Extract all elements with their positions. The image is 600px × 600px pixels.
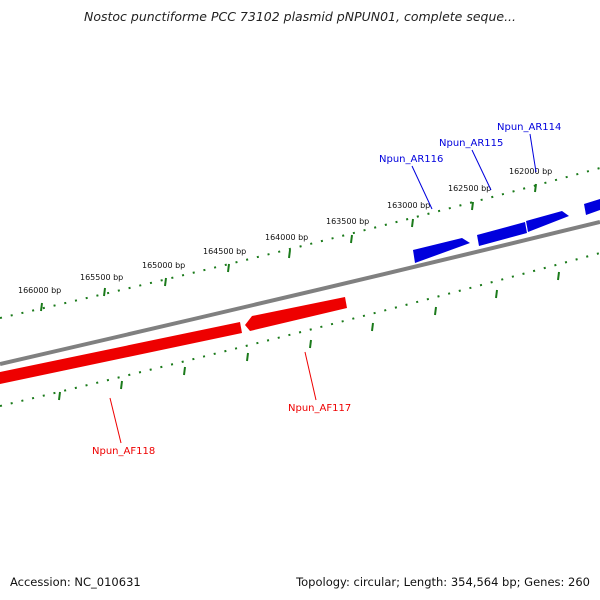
- gene-label-npun-ar116[interactable]: Npun_AR116: [379, 154, 443, 165]
- outer-scale-ring: [0, 167, 600, 319]
- gene-label-npun-af117[interactable]: Npun_AF117: [288, 403, 351, 414]
- accession-text: Accession: NC_010631: [10, 575, 141, 589]
- inner-scale-ring: [0, 252, 600, 407]
- gene-arrow-forward[interactable]: [413, 238, 470, 263]
- tick-label: 163000 bp: [387, 201, 430, 210]
- gene-arrow-forward[interactable]: [584, 199, 600, 215]
- outer-major-ticks: [40, 183, 537, 312]
- reverse-label-leaders: [109, 351, 317, 444]
- gene-label-npun-af118[interactable]: Npun_AF118: [92, 446, 155, 457]
- tick-label: 165500 bp: [80, 273, 123, 282]
- gene-arrow-reverse[interactable]: [0, 322, 242, 384]
- map-title: Nostoc punctiforme PCC 73102 plasmid pNP…: [83, 9, 516, 24]
- tick-label: 164500 bp: [203, 247, 246, 256]
- tick-labels: 166000 bp 165500 bp 165000 bp 164500 bp …: [18, 167, 552, 295]
- gene-arrow-forward[interactable]: [477, 222, 527, 246]
- tick-label: 164000 bp: [265, 233, 308, 242]
- gene-arrow-reverse[interactable]: [245, 297, 347, 331]
- backbone-arc: [0, 220, 600, 366]
- topology-stats-text: Topology: circular; Length: 354,564 bp; …: [296, 575, 590, 589]
- tick-label: 162000 bp: [509, 167, 552, 176]
- gene-label-npun-ar115[interactable]: Npun_AR115: [439, 138, 503, 149]
- tick-label: 163500 bp: [326, 217, 369, 226]
- gene-arrow-forward[interactable]: [526, 211, 569, 232]
- tick-label: 166000 bp: [18, 286, 61, 295]
- tick-label: 162500 bp: [448, 184, 491, 193]
- gene-label-npun-ar114[interactable]: Npun_AR114: [497, 122, 561, 133]
- forward-genes: [413, 199, 600, 263]
- tick-label: 165000 bp: [142, 261, 185, 270]
- reverse-genes: [0, 297, 347, 384]
- forward-label-leaders: [411, 133, 537, 210]
- inner-major-ticks: [58, 271, 560, 401]
